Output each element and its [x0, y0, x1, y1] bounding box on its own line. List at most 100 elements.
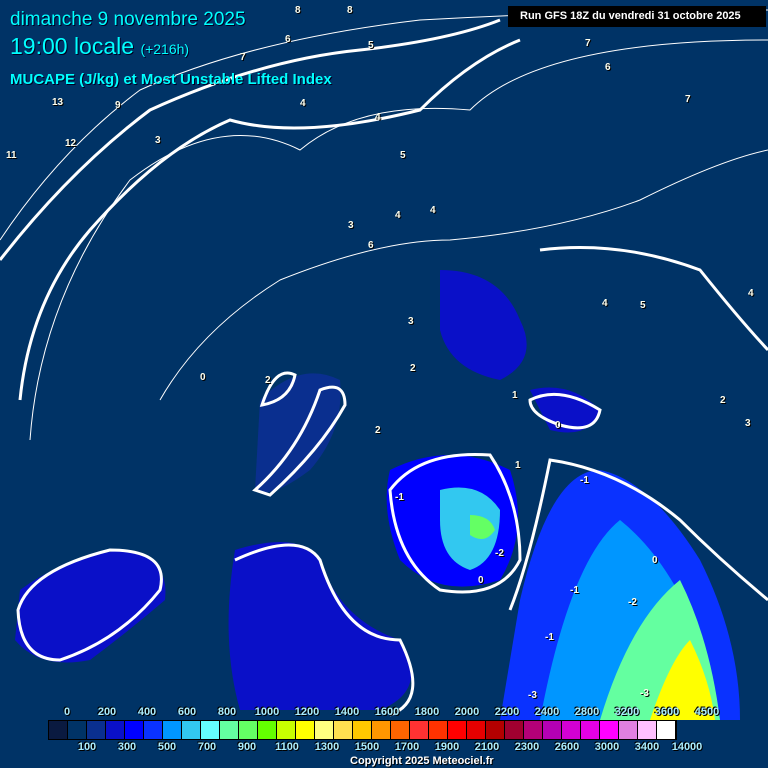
- colorbar-swatch: [239, 721, 258, 739]
- colorbar-swatch: [657, 721, 676, 739]
- colorbar-label-top: 0: [63, 706, 71, 718]
- colorbar-swatch: [448, 721, 467, 739]
- colorbar-swatch: [258, 721, 277, 739]
- colorbar-label-top: 2400: [534, 706, 560, 718]
- contour-label: 1: [515, 460, 521, 471]
- colorbar-label-top: 200: [97, 706, 117, 718]
- colorbar: [48, 720, 677, 740]
- colorbar-swatch: [524, 721, 543, 739]
- colorbar-swatch: [163, 721, 182, 739]
- colorbar-swatch: [315, 721, 334, 739]
- contour-label: 5: [640, 300, 646, 311]
- colorbar-label-bottom: 2600: [554, 741, 580, 753]
- colorbar-label-top: 2800: [574, 706, 600, 718]
- colorbar-swatch: [391, 721, 410, 739]
- run-info: Run GFS 18Z du vendredi 31 octobre 2025: [508, 6, 766, 27]
- contour-label: -1: [570, 585, 579, 596]
- colorbar-label-bottom: 2300: [514, 741, 540, 753]
- colorbar-label-bottom: 700: [197, 741, 217, 753]
- contour-label: 9: [115, 100, 121, 111]
- colorbar-swatch: [144, 721, 163, 739]
- colorbar-swatch: [182, 721, 201, 739]
- forecast-date: dimanche 9 novembre 2025: [10, 9, 246, 30]
- colorbar-swatch: [410, 721, 429, 739]
- colorbar-label-bottom: 1100: [275, 741, 299, 753]
- colorbar-swatch: [201, 721, 220, 739]
- forecast-time: 19:00 locale (+216h): [10, 33, 189, 60]
- contour-label: 5: [368, 40, 374, 51]
- colorbar-swatch: [49, 721, 68, 739]
- colorbar-label-top: 3600: [654, 706, 680, 718]
- colorbar-label-top: 400: [137, 706, 157, 718]
- local-time: 19:00 locale: [10, 33, 135, 59]
- colorbar-swatch: [353, 721, 372, 739]
- colorbar-label-bottom: 1900: [434, 741, 460, 753]
- contour-label: 13: [52, 97, 64, 108]
- colorbar-label-bottom: 500: [157, 741, 177, 753]
- colorbar-label-top: 1200: [294, 706, 320, 718]
- colorbar-label-top: 2200: [494, 706, 520, 718]
- colorbar-label-top: 600: [177, 706, 197, 718]
- colorbar-label-bottom: 1300: [314, 741, 340, 753]
- contour-label: 3: [155, 135, 161, 146]
- contour-label: 0: [555, 420, 561, 431]
- contour-label: 4: [430, 205, 436, 216]
- colorbar-label-bottom: 300: [117, 741, 137, 753]
- contour-label: 5: [400, 150, 406, 161]
- contour-label: 0: [652, 555, 658, 566]
- contour-label: 0: [478, 575, 484, 586]
- contour-label: 3: [745, 418, 751, 429]
- contour-label: 7: [240, 52, 246, 63]
- contour-label: 7: [585, 38, 591, 49]
- contour-label: 4: [748, 288, 754, 299]
- colorbar-swatch: [638, 721, 657, 739]
- contour-label: 8: [295, 5, 301, 16]
- contour-label: -3: [528, 690, 537, 701]
- colorbar-label-bottom: 2100: [474, 741, 500, 753]
- colorbar-swatch: [334, 721, 353, 739]
- parameter-title: MUCAPE (J/kg) et Most Unstable Lifted In…: [10, 71, 332, 88]
- contour-label: 12: [65, 138, 77, 149]
- contour-label: 4: [375, 112, 381, 123]
- colorbar-swatch: [220, 721, 239, 739]
- colorbar-label-bottom: 900: [237, 741, 257, 753]
- contour-label: 7: [685, 94, 691, 105]
- colorbar-label-top: 1800: [414, 706, 440, 718]
- colorbar-swatch: [68, 721, 87, 739]
- colorbar-label-top: 4500: [694, 706, 720, 718]
- colorbar-label-top: 1000: [254, 706, 280, 718]
- colorbar-swatch: [486, 721, 505, 739]
- contour-label: -1: [395, 492, 404, 503]
- contour-label: 1: [512, 390, 518, 401]
- colorbar-swatch: [106, 721, 125, 739]
- contour-label: 4: [300, 98, 306, 109]
- colorbar-label-top: 3200: [614, 706, 640, 718]
- colorbar-swatch: [125, 721, 144, 739]
- colorbar-swatch: [562, 721, 581, 739]
- colorbar-label-bottom: 1500: [354, 741, 380, 753]
- contour-label: 0: [200, 372, 206, 383]
- colorbar-label-top: 2000: [454, 706, 480, 718]
- colorbar-swatch: [429, 721, 448, 739]
- colorbar-swatch: [277, 721, 296, 739]
- colorbar-swatch: [87, 721, 106, 739]
- contour-label: -1: [545, 632, 554, 643]
- contour-label: 4: [395, 210, 401, 221]
- colorbar-label-bottom: 1700: [394, 741, 420, 753]
- colorbar-swatch: [296, 721, 315, 739]
- colorbar-swatch: [581, 721, 600, 739]
- contour-label: 2: [410, 363, 416, 374]
- contour-label: 4: [602, 298, 608, 309]
- contour-label: 6: [605, 62, 611, 73]
- contour-label: -2: [628, 597, 637, 608]
- colorbar-swatch: [467, 721, 486, 739]
- contour-label: 3: [348, 220, 354, 231]
- colorbar-swatch: [372, 721, 391, 739]
- contour-label: 6: [368, 240, 374, 251]
- colorbar-label-bottom: 3000: [594, 741, 620, 753]
- contour-label: 6: [285, 34, 291, 45]
- contour-label: 2: [720, 395, 726, 406]
- colorbar-swatch: [619, 721, 638, 739]
- colorbar-label-top: 800: [217, 706, 237, 718]
